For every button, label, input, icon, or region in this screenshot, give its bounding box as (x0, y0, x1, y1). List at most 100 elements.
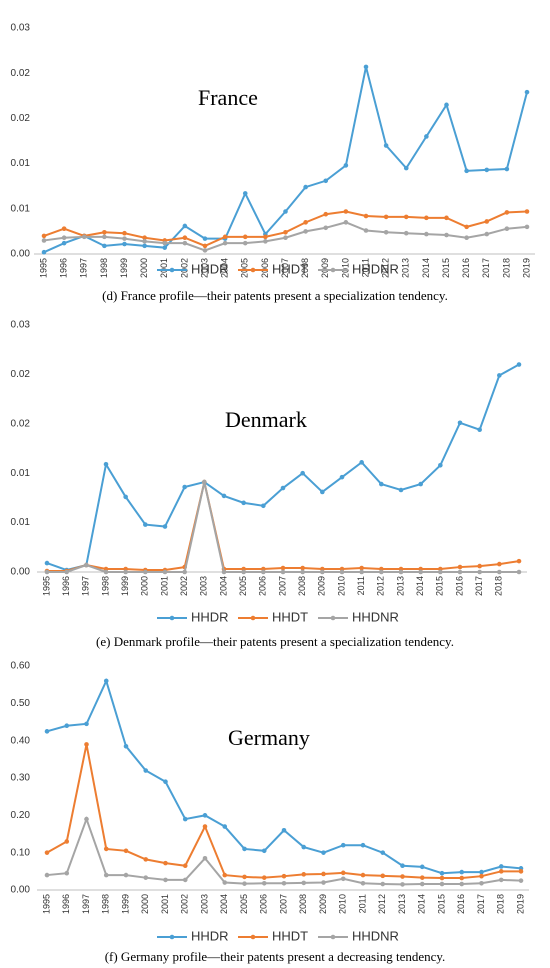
data-point (202, 824, 208, 829)
data-point (202, 243, 208, 249)
data-point (459, 875, 465, 881)
data-point (143, 768, 149, 773)
x-tick-label: 2005 (239, 894, 249, 914)
y-tick-label: 0.20 (11, 810, 31, 821)
data-point (280, 565, 286, 571)
data-point (143, 569, 148, 575)
x-tick-label: 2017 (481, 258, 491, 278)
data-point (280, 569, 286, 575)
data-point (340, 842, 346, 848)
data-point (380, 873, 386, 879)
data-point (464, 235, 469, 241)
y-tick-label: 0.02 (11, 369, 31, 380)
x-tick-label: 2015 (441, 258, 451, 278)
y-tick-label: 0.30 (11, 773, 31, 784)
data-point (283, 235, 288, 241)
data-point (182, 240, 188, 246)
data-point (281, 880, 287, 886)
series-line (46, 744, 521, 880)
data-point (261, 569, 266, 575)
x-tick-label: 2000 (139, 258, 149, 278)
data-point (300, 569, 305, 575)
data-point (61, 235, 67, 241)
legend-label: HHDR (191, 609, 229, 624)
data-point (261, 848, 267, 854)
x-tick-label: 2008 (297, 576, 307, 596)
data-point (281, 873, 287, 879)
data-point (202, 813, 208, 818)
data-point (359, 565, 364, 571)
data-point (340, 876, 346, 882)
data-point (103, 846, 109, 852)
data-point (484, 231, 490, 237)
data-point (81, 234, 87, 240)
data-point (464, 168, 469, 174)
x-tick-label: 2018 (501, 258, 511, 278)
x-tick-label: 2004 (219, 894, 229, 914)
x-tick-label: 2003 (199, 894, 209, 914)
data-point (162, 524, 168, 529)
data-point (320, 489, 325, 495)
data-point (439, 870, 445, 876)
data-point (44, 729, 50, 734)
x-tick-label: 1998 (101, 894, 111, 914)
data-point (321, 871, 326, 877)
data-point (479, 869, 484, 875)
data-point (221, 569, 227, 575)
data-point (222, 872, 228, 878)
y-tick-label: 0.01 (11, 468, 31, 479)
y-tick-label: 0.01 (11, 203, 31, 214)
x-tick-label: 2001 (159, 258, 169, 278)
x-tick-label: 2014 (421, 258, 431, 278)
data-point (261, 875, 267, 880)
data-point (444, 232, 449, 238)
data-point (459, 869, 465, 875)
data-point (84, 562, 89, 568)
data-point (339, 569, 345, 575)
data-point (419, 881, 425, 887)
x-tick-label: 1995 (38, 258, 48, 278)
data-point (516, 569, 522, 575)
x-tick-label: 2007 (280, 258, 290, 278)
data-point (383, 143, 389, 148)
data-point (498, 869, 504, 874)
x-tick-label: 2000 (140, 894, 150, 914)
x-tick-label: 1998 (100, 576, 110, 596)
data-point (281, 827, 287, 833)
data-point (163, 877, 168, 883)
data-point (102, 234, 107, 240)
data-point (360, 872, 366, 878)
x-tick-label: 2019 (515, 894, 525, 914)
data-point (498, 877, 504, 883)
y-tick-label: 0.00 (11, 885, 31, 896)
data-point (301, 844, 307, 850)
data-point (182, 223, 188, 229)
data-point (424, 134, 429, 139)
data-point (477, 563, 482, 569)
y-tick-label: 0.00 (11, 567, 31, 578)
data-point (504, 210, 510, 215)
y-tick-label: 0.03 (11, 23, 31, 34)
x-tick-label: 2016 (456, 894, 466, 914)
data-point (122, 236, 127, 241)
data-point (303, 220, 308, 225)
caption: (d) France profile—their patents present… (102, 288, 448, 303)
x-tick-label: 2006 (258, 576, 268, 596)
data-point (418, 569, 423, 575)
x-tick-label: 2012 (376, 576, 386, 596)
data-point (263, 239, 268, 244)
legend-label: HHDNR (352, 609, 399, 624)
data-point (163, 860, 168, 866)
x-tick-label: 2018 (496, 894, 506, 914)
x-tick-label: 2009 (318, 894, 328, 914)
x-tick-label: 2008 (300, 258, 310, 278)
data-point (380, 850, 386, 855)
data-point (122, 230, 127, 236)
data-point (300, 565, 305, 571)
x-tick-label: 2006 (260, 258, 270, 278)
x-tick-label: 1996 (61, 576, 71, 596)
y-tick-label: 0.02 (11, 418, 31, 429)
x-tick-label: 1999 (119, 258, 129, 278)
x-tick-label: 2019 (521, 258, 531, 278)
legend-label: HHDNR (352, 928, 399, 943)
